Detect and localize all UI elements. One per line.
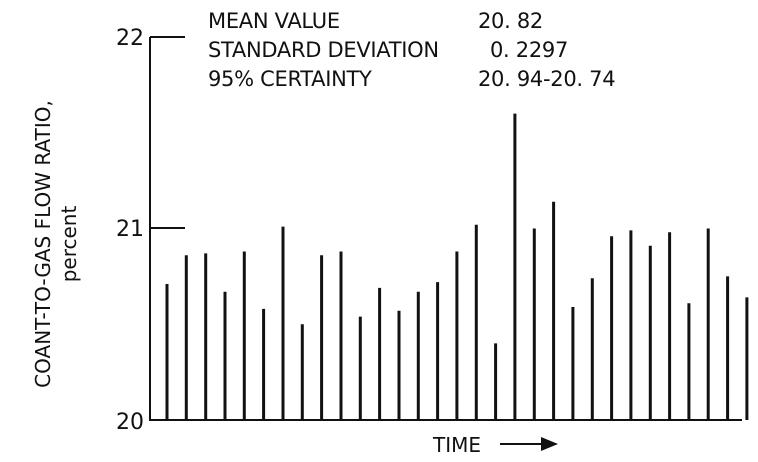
arrow-right-icon — [500, 437, 558, 451]
std-label: STANDARD DEVIATION — [208, 38, 439, 62]
stats-block: MEAN VALUE 20. 82 STANDARD DEVIATION 0. … — [208, 9, 616, 91]
certainty-value: 20. 94-20. 74 — [478, 67, 615, 91]
bar-series — [165, 113, 749, 420]
mean-label: MEAN VALUE — [208, 9, 340, 33]
certainty-label: 95% CERTAINTY — [208, 67, 372, 91]
y-axis-unit: percent — [57, 206, 81, 283]
y-axis-label: COANT-TO-GAS FLOW RATIO, — [31, 100, 55, 388]
x-axis-label: TIME — [432, 433, 481, 457]
mean-value: 20. 82 — [478, 9, 543, 33]
y-tick-20: 20 — [116, 410, 144, 435]
y-tick-22: 22 — [116, 26, 144, 51]
std-value: 0. 2297 — [490, 38, 568, 62]
axes — [149, 37, 742, 421]
y-tick-21: 21 — [116, 217, 144, 242]
